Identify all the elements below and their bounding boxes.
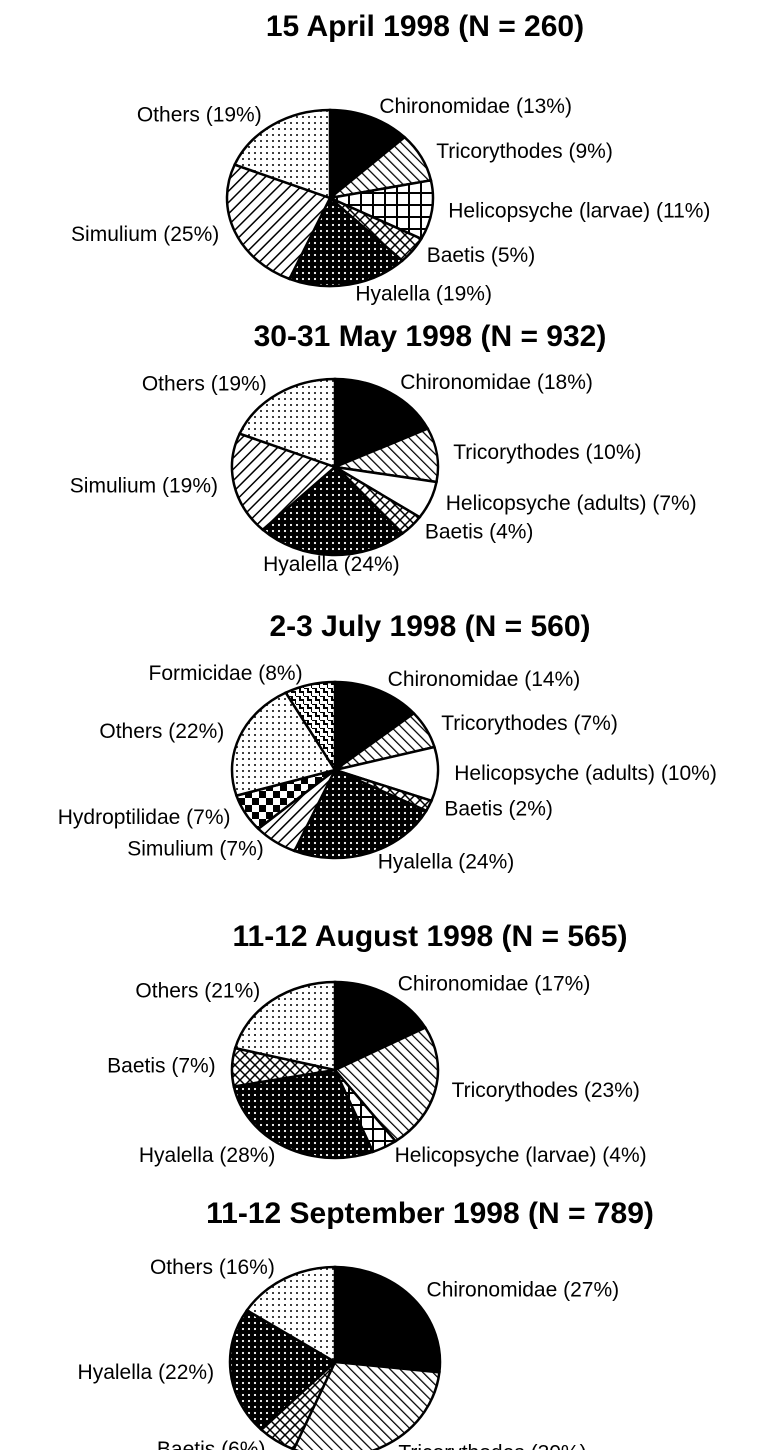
slice-label: Hydroptilidae (7%) <box>58 806 231 829</box>
pie-slice <box>291 1360 441 1450</box>
slice-label: Tricorythodes (10%) <box>453 441 641 464</box>
slice-label: Simulium (19%) <box>70 474 218 497</box>
slice-label: Helicopsyche (larvae) (4%) <box>395 1144 647 1167</box>
slice-label: Baetis (2%) <box>444 798 553 821</box>
slice-label: Tricorythodes (7%) <box>441 712 618 735</box>
slice-label: Tricorythodes (9%) <box>436 140 613 163</box>
slice-label: Others (22%) <box>99 720 224 743</box>
slice-label: Hyalella (24%) <box>263 553 400 576</box>
slice-label: Others (16%) <box>150 1256 275 1279</box>
pie-slice <box>328 108 407 201</box>
slice-label: Chironomidae (18%) <box>400 371 593 394</box>
pie-slice <box>237 377 337 469</box>
slice-label: Helicopsyche (larvae) (11%) <box>448 199 710 222</box>
chart-title: 30-31 May 1998 (N = 932) <box>254 320 607 353</box>
chart-title: 11-12 September 1998 (N = 789) <box>206 1197 654 1230</box>
slice-label: Simulium (7%) <box>127 838 264 861</box>
slice-label: Baetis (7%) <box>107 1054 216 1077</box>
slice-label: Hyalella (22%) <box>78 1361 215 1384</box>
slice-label: Simulium (25%) <box>71 223 219 246</box>
slice-label: Hyalella (28%) <box>139 1144 276 1167</box>
pie-slice <box>333 680 416 773</box>
slice-label: Others (21%) <box>135 980 260 1003</box>
pie-slice <box>333 377 430 469</box>
slice-label: Chironomidae (27%) <box>427 1279 620 1302</box>
slice-label: Helicopsyche (adults) (7%) <box>446 492 697 515</box>
pie-slice <box>232 108 332 200</box>
slice-label: Tricorythodes (23%) <box>452 1079 640 1102</box>
pie-slice <box>332 1026 440 1143</box>
slice-label: Hyalella (19%) <box>355 282 492 305</box>
slice-label: Helicopsyche (adults) (10%) <box>454 762 717 785</box>
slice-label: Baetis (6%) <box>157 1438 266 1450</box>
pie-slice <box>245 1265 337 1365</box>
slice-label: Others (19%) <box>142 373 267 396</box>
slice-label: Others (19%) <box>137 104 262 127</box>
pie-slice <box>232 1068 375 1160</box>
chart-title: 15 April 1998 (N = 260) <box>266 10 584 43</box>
pie-slice <box>230 432 338 532</box>
slice-label: Chironomidae (17%) <box>398 973 591 996</box>
pie-slice <box>228 1308 338 1432</box>
pie-slice <box>284 680 337 775</box>
slice-label: Tricorythodes (30%) <box>398 1441 586 1450</box>
pie-slice <box>260 465 405 557</box>
pie-slice <box>292 768 429 860</box>
slice-label: Hyalella (24%) <box>378 850 515 873</box>
slice-label: Chironomidae (14%) <box>388 668 581 691</box>
chart-title: 2-3 July 1998 (N = 560) <box>269 610 590 643</box>
slice-label: Baetis (5%) <box>427 244 536 267</box>
pie-slice <box>225 163 332 281</box>
pie-slice <box>233 980 337 1072</box>
slice-label: Formicidae (8%) <box>149 662 303 685</box>
pie-slice <box>333 1265 442 1374</box>
chart-title: 11-12 August 1998 (N = 565) <box>233 920 628 953</box>
slice-label: Baetis (4%) <box>425 520 534 543</box>
pie-slice <box>230 691 337 798</box>
pie-slice <box>333 980 428 1072</box>
pie-slice <box>287 196 405 288</box>
slice-label: Chironomidae (13%) <box>379 95 572 118</box>
